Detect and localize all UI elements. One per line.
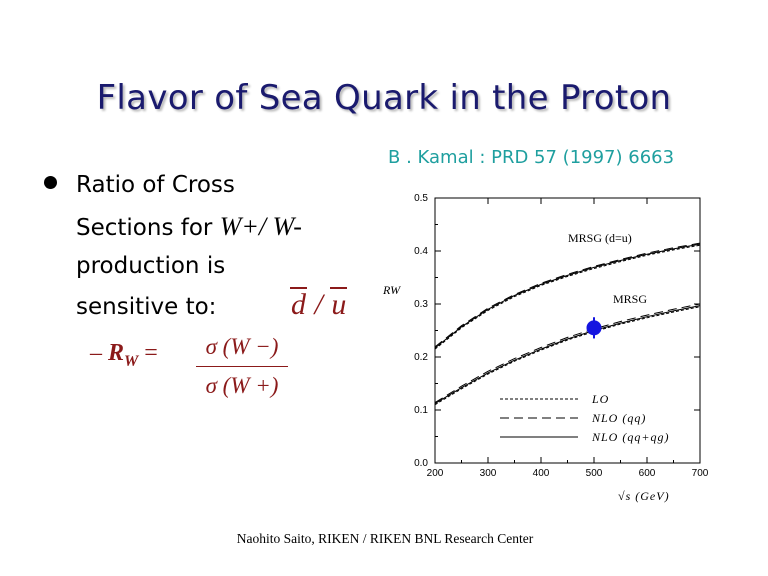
tick-group: [434, 197, 701, 464]
ratio-slash: /: [314, 288, 323, 321]
series-line-1: [434, 242, 701, 348]
x-tick-label-5: 700: [692, 468, 709, 479]
reference-citation: B . Kamal : PRD 57 (1997) 6663: [388, 147, 675, 168]
u-bar-symbol: u: [330, 287, 348, 321]
w-plus-minus-text: W+/ W-: [219, 212, 302, 241]
chart-legend: LO NLO (qq) NLO (qq+qg): [500, 392, 669, 444]
annotation-mrsg: MRSG: [613, 292, 647, 306]
legend-label-1: NLO (qq): [591, 411, 646, 425]
series-line-2: [434, 243, 701, 349]
footer-credit: Naohito Saito, RIKEN / RIKEN BNL Researc…: [236, 531, 534, 546]
ratio-denominator: σ (W +): [205, 373, 279, 398]
tick-label-group: 200 300 400 500 600 700 0.0 0.1 0.2 0.3 0.4 0.5: [414, 193, 709, 479]
bullet-line-3: production is: [76, 253, 226, 279]
x-axis-label: √s (GeV): [618, 489, 670, 503]
annotation-mrsg-du: MRSG (d=u): [568, 231, 632, 245]
sub-item-rw: – RW =: [90, 340, 158, 371]
legend-label-0: LO: [591, 392, 609, 406]
ratio-numerator: σ (W −): [205, 334, 279, 359]
x-tick-label-3: 500: [586, 468, 603, 479]
x-tick-label-0: 200: [427, 468, 444, 479]
y-tick-label-1: 0.1: [414, 405, 428, 416]
bullet-line-2-prefix: Sections for: [76, 215, 220, 241]
bullet-line-2: Sections for W+/ W-: [76, 214, 302, 240]
x-tick-label-4: 600: [639, 468, 656, 479]
series-line-0: [434, 244, 701, 350]
slide-title: Flavor of Sea Quark in the Proton: [96, 78, 672, 118]
equals-sign: =: [144, 340, 158, 366]
y-tick-label-2: 0.2: [414, 352, 428, 363]
curve-group: [434, 242, 701, 406]
fraction-bar: [196, 366, 288, 367]
y-tick-label-5: 0.5: [414, 193, 428, 204]
sub-item-dash: –: [90, 340, 102, 366]
data-point-marker: [586, 317, 602, 339]
bullet-line-4: sensitive to:: [76, 294, 217, 320]
y-tick-label-3: 0.3: [414, 299, 428, 310]
bullet-line-1: Ratio of Cross: [76, 172, 235, 198]
d-bar-symbol: d: [290, 287, 307, 321]
d-bar-over-u-bar: d / u: [290, 287, 348, 322]
series-line-5: [434, 305, 701, 405]
bullet-dot-icon: [44, 176, 57, 189]
y-tick-label-4: 0.4: [414, 246, 428, 257]
r-symbol: R: [108, 340, 125, 366]
series-line-4: [434, 303, 701, 404]
data-point-dot: [586, 320, 602, 336]
x-tick-label-2: 400: [533, 468, 550, 479]
legend-label-2: NLO (qq+qg): [591, 430, 669, 444]
y-tick-label-0: 0.0: [414, 458, 428, 469]
series-line-3: [434, 306, 701, 406]
y-axis-label: RW: [382, 283, 401, 297]
r-subscript: W: [124, 352, 139, 370]
x-tick-label-1: 300: [480, 468, 497, 479]
